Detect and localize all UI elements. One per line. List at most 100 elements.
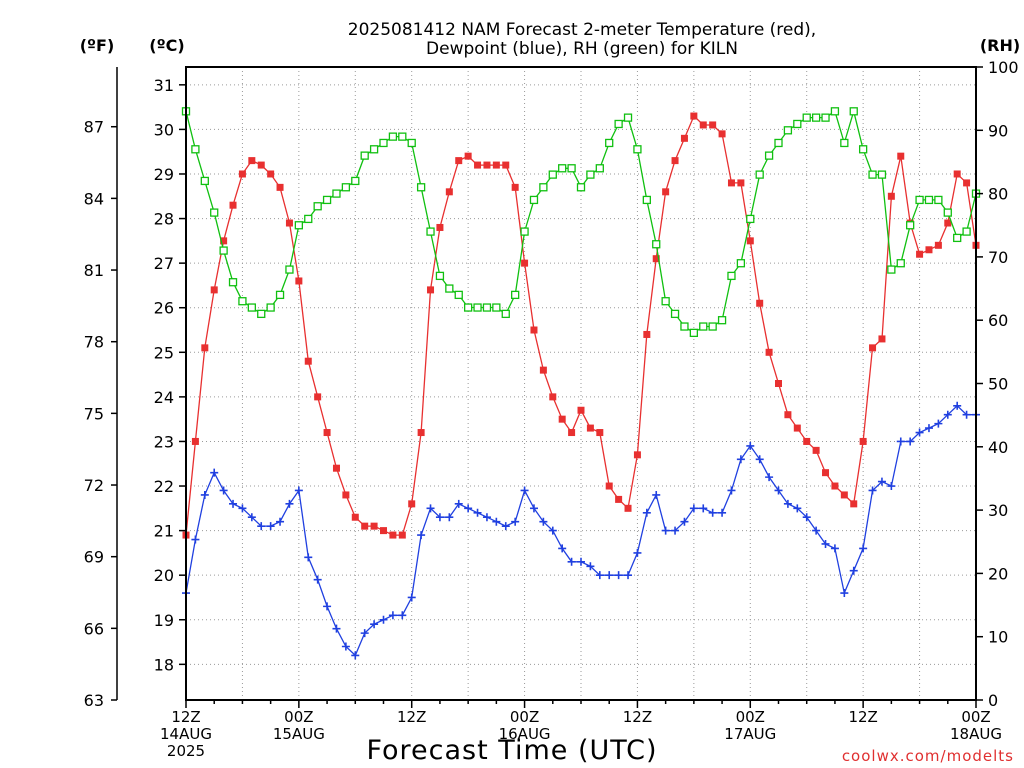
point-temperature <box>502 161 510 169</box>
point-rh <box>821 113 830 122</box>
point-dewpoint <box>783 499 792 508</box>
point-temperature <box>521 259 529 267</box>
point-temperature <box>822 469 830 477</box>
point-rh <box>322 195 332 205</box>
point-temperature <box>380 527 387 535</box>
point-dewpoint <box>962 410 971 419</box>
fahrenheit-tick-label: 66 <box>84 619 104 638</box>
celsius-tick-label: 27 <box>154 254 174 273</box>
x-tick-label: 16AUG <box>499 725 551 743</box>
fahrenheit-tick-label: 69 <box>84 548 104 567</box>
point-temperature <box>304 357 312 365</box>
point-dewpoint <box>633 548 642 557</box>
point-rh <box>802 113 811 122</box>
point-rh <box>605 138 614 148</box>
point-dewpoint <box>511 517 520 526</box>
point-dewpoint <box>896 437 905 446</box>
point-temperature <box>398 531 406 539</box>
rh-tick-label: 20 <box>988 564 1008 583</box>
point-temperature <box>295 277 303 285</box>
point-dewpoint <box>370 620 379 629</box>
point-dewpoint <box>398 611 407 620</box>
rh-tick-label: 0 <box>988 691 998 710</box>
point-temperature <box>680 134 688 142</box>
point-dewpoint <box>699 504 708 513</box>
point-temperature <box>793 424 801 432</box>
point-rh <box>858 145 868 154</box>
point-temperature <box>568 429 576 437</box>
fahrenheit-unit-label: (ºF) <box>80 36 115 55</box>
point-dewpoint <box>567 557 576 566</box>
celsius-tick-label: 20 <box>154 566 174 585</box>
point-dewpoint <box>953 401 962 410</box>
point-dewpoint <box>727 486 736 495</box>
point-dewpoint <box>821 539 830 548</box>
point-dewpoint <box>210 468 219 477</box>
rh-tick-label: 70 <box>988 248 1008 267</box>
point-dewpoint <box>426 504 435 513</box>
point-dewpoint <box>859 544 868 553</box>
point-rh <box>849 107 858 116</box>
point-dewpoint <box>266 522 275 531</box>
celsius-tick-label: 28 <box>154 210 174 229</box>
point-temperature <box>737 179 745 187</box>
point-rh <box>435 271 445 281</box>
fahrenheit-tick-label: 75 <box>84 404 104 423</box>
point-rh <box>219 246 228 255</box>
point-rh <box>868 170 877 179</box>
credit-label: coolwx.com/modelts <box>842 747 1014 765</box>
point-dewpoint <box>276 517 285 526</box>
rh-tick-label: 40 <box>988 438 1008 457</box>
point-dewpoint <box>708 508 717 517</box>
point-dewpoint <box>802 513 811 522</box>
point-rh <box>341 183 351 192</box>
celsius-tick-label: 22 <box>154 477 174 496</box>
point-rh <box>388 132 398 141</box>
point-rh <box>717 316 727 325</box>
series-rh <box>181 107 981 338</box>
point-dewpoint <box>285 499 294 508</box>
point-rh <box>783 126 793 135</box>
point-rh <box>463 303 473 312</box>
point-rh <box>924 195 934 205</box>
point-dewpoint <box>558 544 567 553</box>
point-dewpoint <box>219 486 228 495</box>
point-temperature <box>709 121 717 129</box>
point-dewpoint <box>238 504 247 513</box>
point-temperature <box>699 121 707 129</box>
point-temperature <box>229 201 237 209</box>
point-temperature <box>586 424 594 432</box>
point-temperature <box>624 504 632 512</box>
point-dewpoint <box>332 624 341 633</box>
point-rh <box>238 297 247 306</box>
point-dewpoint <box>943 410 952 419</box>
point-dewpoint <box>746 441 755 450</box>
point-temperature <box>276 183 284 191</box>
point-dewpoint <box>652 490 661 499</box>
celsius-tick-label: 30 <box>154 120 174 139</box>
x-tick-label: 00Z <box>510 708 539 726</box>
point-rh <box>595 164 604 173</box>
point-temperature <box>210 286 218 294</box>
point-dewpoint <box>407 593 416 602</box>
point-dewpoint <box>934 419 943 428</box>
point-rh <box>313 202 322 211</box>
point-temperature <box>859 437 867 445</box>
point-rh <box>623 113 633 122</box>
point-dewpoint <box>445 513 454 522</box>
point-dewpoint <box>868 486 877 495</box>
point-rh <box>708 322 717 331</box>
point-temperature <box>718 130 726 138</box>
point-temperature <box>389 531 397 539</box>
point-rh <box>840 138 849 148</box>
point-temperature <box>963 179 971 187</box>
point-temperature <box>690 112 698 120</box>
rh-tick-label: 100 <box>988 58 1019 77</box>
point-rh <box>586 170 595 179</box>
point-rh <box>407 138 416 148</box>
point-temperature <box>511 183 519 191</box>
point-dewpoint <box>435 513 444 522</box>
point-rh <box>294 221 304 230</box>
